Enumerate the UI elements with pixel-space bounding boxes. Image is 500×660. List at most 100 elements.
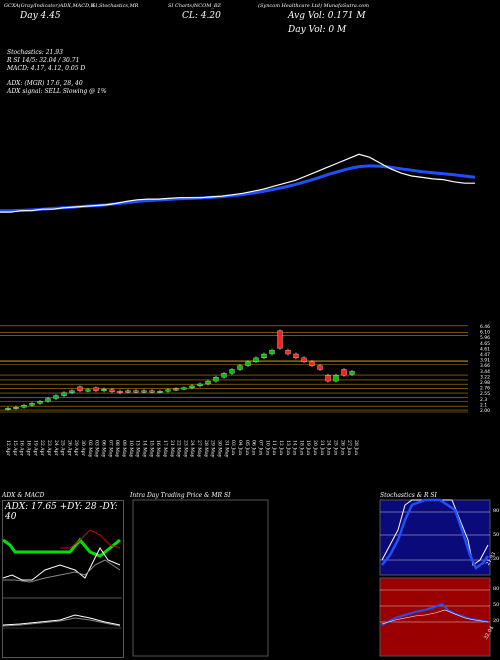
date-tick-label: 12 Apr bbox=[5, 440, 11, 457]
date-tick-label: 05 Jun bbox=[244, 440, 250, 455]
candle bbox=[149, 390, 155, 393]
stoch-axis-20: 20 bbox=[493, 556, 500, 562]
date-tick-label: 22 May bbox=[176, 440, 182, 458]
date-tick-label: 13 Jun bbox=[285, 440, 291, 455]
date-tick-label: 15 May bbox=[148, 440, 154, 458]
price-tick-label: 6.46 bbox=[480, 324, 490, 330]
stoch-axis-80: 80 bbox=[493, 508, 500, 514]
grid-lines bbox=[0, 325, 468, 413]
date-tick-label: 04 Jun bbox=[237, 440, 243, 455]
price-tick-label: 3.91 bbox=[480, 358, 490, 364]
candle bbox=[5, 407, 11, 410]
candle bbox=[157, 390, 163, 393]
candle bbox=[133, 390, 139, 393]
stoch-d-line bbox=[381, 498, 490, 570]
adx-panel: ADX: 17.65 +DY: 28 -DY: 40 bbox=[2, 500, 124, 658]
candle bbox=[293, 353, 299, 359]
date-tick-label: 23 Apr bbox=[46, 440, 52, 457]
date-tick-label: 27 Jun bbox=[346, 440, 352, 455]
date-tick-label: 07 Jun bbox=[257, 440, 263, 455]
rsi-axis-20: 20 bbox=[493, 618, 500, 624]
day-label: Day 4.45 bbox=[20, 11, 61, 21]
candle bbox=[125, 390, 131, 393]
date-tick-label: 19 Jun bbox=[305, 440, 311, 455]
date-tick-label: 03 May bbox=[94, 440, 100, 458]
date-tick-label: 30 May bbox=[217, 440, 223, 458]
macd-line-2 bbox=[2, 617, 121, 627]
candle bbox=[53, 395, 59, 399]
candle bbox=[253, 357, 259, 362]
adx-green-line bbox=[2, 537, 121, 558]
price-tick-label: 5.96 bbox=[480, 335, 490, 341]
stoch-axis-50: 50 bbox=[493, 532, 500, 538]
price-tick-label: 4.65 bbox=[480, 341, 490, 347]
date-tick-label: 26 Apr bbox=[66, 440, 72, 457]
price-line-group bbox=[0, 153, 475, 213]
price-tick-label: 2.98 bbox=[480, 380, 490, 386]
date-tick-label: 08 May bbox=[114, 440, 120, 458]
intraday-panel bbox=[132, 499, 269, 657]
candle bbox=[349, 371, 355, 375]
date-tick-label: 06 Jun bbox=[251, 440, 257, 455]
header-strip-2: SI,Stochastics,MR bbox=[92, 3, 139, 9]
rsi-text: R SI 14/5: 32.04 / 30.71 bbox=[7, 57, 80, 64]
candle bbox=[117, 390, 123, 393]
price-tick-label: 3.44 bbox=[480, 369, 490, 375]
adx-signal-text: ADX signal: SELL Slowing @ 1% bbox=[7, 88, 107, 95]
date-tick-label: 18 Apr bbox=[25, 440, 31, 457]
main-chart: 12 Apr 15 Apr 16 Apr 18 Apr 19 Apr 22 Apr 23 A… bbox=[0, 153, 490, 458]
candle bbox=[269, 349, 275, 355]
stoch-title: Stochastics & R SI bbox=[380, 492, 437, 499]
candle bbox=[45, 398, 51, 402]
header-strip-1: GCXA(Gray/Indicator)ADX,MACD,R bbox=[4, 3, 95, 9]
date-tick-label: 27 May bbox=[196, 440, 202, 458]
date-tick-label: 25 Apr bbox=[60, 440, 66, 457]
date-tick-label: 31 May bbox=[223, 440, 229, 458]
date-tick-label: 14 May bbox=[141, 440, 147, 458]
adx-macd-title: ADX & MACD bbox=[2, 492, 45, 499]
candle bbox=[317, 365, 323, 370]
date-tick-label: 02 May bbox=[87, 440, 93, 458]
date-tick-label: 17 May bbox=[162, 440, 168, 458]
date-tick-label: 18 Jun bbox=[298, 440, 304, 455]
date-tick-label: 19 Apr bbox=[32, 440, 38, 457]
date-tick-label: 24 Jun bbox=[326, 440, 332, 455]
price-tick-label: 2.00 bbox=[480, 408, 490, 414]
macd-line-1 bbox=[2, 614, 121, 626]
date-tick-label: 21 Jun bbox=[319, 440, 325, 455]
date-tick-label: 16 Apr bbox=[19, 440, 25, 457]
candle bbox=[285, 349, 291, 355]
candle bbox=[309, 361, 315, 366]
candle bbox=[61, 392, 67, 396]
date-tick-label: 03 Jun bbox=[230, 440, 236, 455]
adx-gray-line bbox=[3, 559, 121, 583]
candle bbox=[165, 389, 171, 392]
candle bbox=[37, 401, 43, 404]
adx-values: ADX: 17.65 +DY: 28 -DY: 40 bbox=[5, 502, 118, 522]
price-tick-label: 6.10 bbox=[480, 330, 490, 336]
price-tick-label: 4.61 bbox=[480, 346, 490, 352]
date-tick-label: 24 Apr bbox=[53, 440, 59, 457]
header-strip-4: (Syncom Healthcare Ltd) MunafaSutra.com bbox=[258, 3, 370, 9]
candle bbox=[101, 389, 107, 391]
candle bbox=[341, 369, 347, 376]
candle bbox=[261, 353, 267, 359]
avg-vol: Avg Vol: 0.171 M bbox=[288, 11, 366, 21]
date-tick-label: 13 May bbox=[135, 440, 141, 458]
adx-white-line bbox=[2, 547, 121, 581]
adx-red-line bbox=[60, 529, 121, 549]
candle bbox=[189, 385, 195, 388]
date-tick-label: 20 Jun bbox=[312, 440, 318, 455]
price-tick-label: 2.1 bbox=[480, 402, 487, 408]
candle bbox=[221, 373, 227, 378]
rsi-axis-80: 80 bbox=[493, 586, 500, 592]
close-label: CL: 4.20 bbox=[182, 11, 221, 21]
candles bbox=[5, 329, 355, 411]
date-tick-label: 28 May bbox=[203, 440, 209, 458]
date-tick-label: 10 May bbox=[128, 440, 134, 458]
price-tick-label: 2.55 bbox=[480, 391, 490, 397]
intraday-title: Intra Day Trading Price & MR SI bbox=[130, 492, 231, 499]
rsi-line-2 bbox=[381, 609, 489, 625]
date-tick-label: 11 Jun bbox=[271, 440, 277, 455]
price-tick-label: 3.66 bbox=[480, 363, 490, 369]
